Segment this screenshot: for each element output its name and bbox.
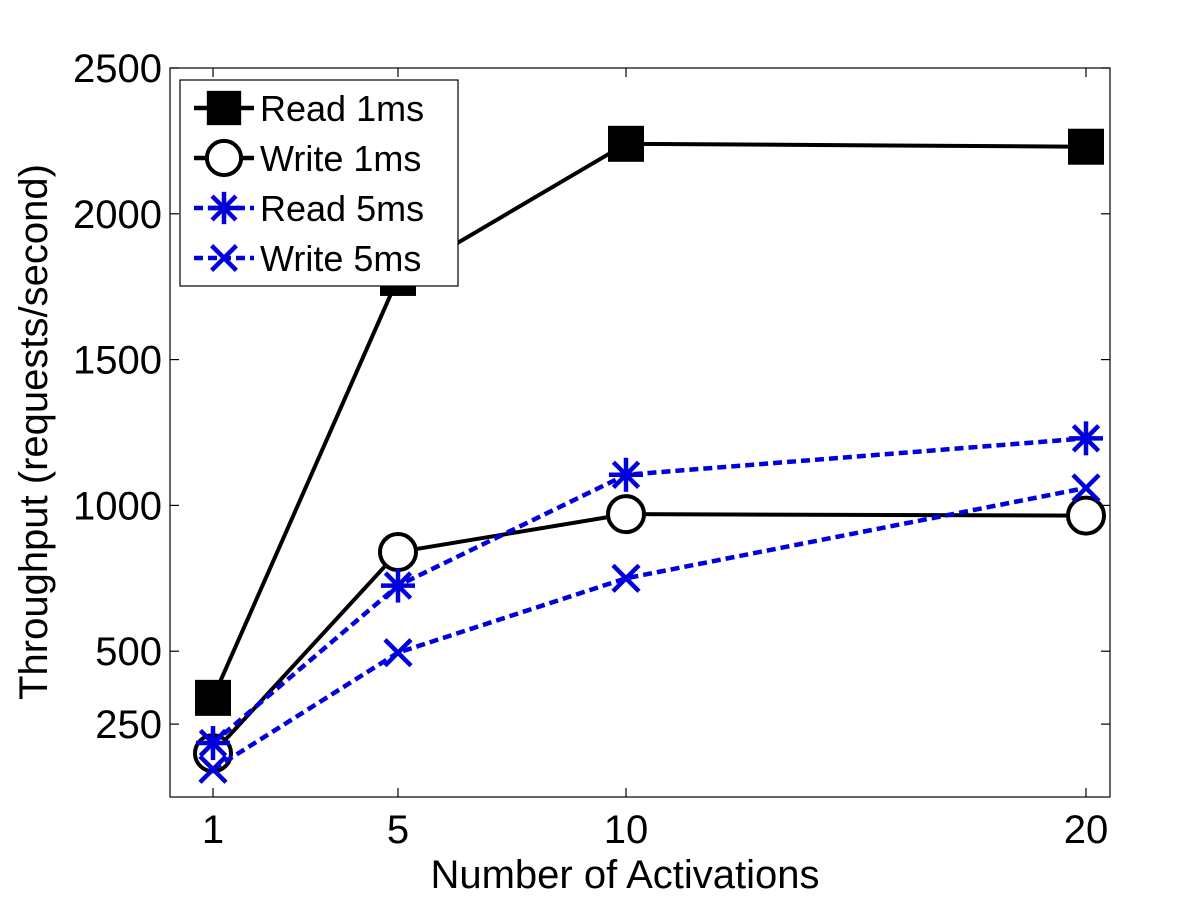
x-axis-ticks: 1 5 10 20: [202, 68, 1108, 852]
legend-entry: Write 5ms: [194, 238, 421, 279]
legend-entry: Read 1ms: [194, 88, 424, 129]
legend-label: Read 5ms: [260, 188, 424, 229]
y-tick-label: 1500: [73, 339, 162, 383]
data-point: [381, 568, 415, 603]
data-point: [1069, 421, 1103, 456]
x-tick-label: 1: [202, 808, 224, 852]
x-tick-label: 10: [604, 808, 649, 852]
y-tick-label: 250: [95, 703, 162, 747]
data-point: [196, 726, 230, 761]
x-tick-label: 20: [1064, 808, 1109, 852]
y-axis-label: Throughput (requests/second): [12, 164, 56, 700]
series-layer: [193, 125, 1106, 784]
data-point: [1066, 495, 1106, 536]
series-write-5ms: [198, 473, 1101, 784]
marker-x: [210, 244, 238, 272]
x-tick-label: 5: [387, 808, 409, 852]
y-tick-label: 2500: [73, 47, 162, 91]
marker-square: [206, 90, 242, 126]
y-tick-label: 2000: [73, 193, 162, 237]
legend-entry: Read 5ms: [194, 188, 424, 229]
x-axis-label: Number of Activations: [430, 853, 819, 897]
y-axis-ticks: 250 500 1000 1500 2000 2500: [73, 47, 1110, 747]
legend-label: Read 1ms: [260, 88, 424, 129]
data-point: [606, 494, 646, 535]
data-point: [383, 638, 413, 668]
y-tick-label: 500: [95, 630, 162, 674]
series-line: [211, 436, 1087, 745]
data-point: [611, 563, 641, 593]
y-tick-label: 1000: [73, 484, 162, 528]
plot-frame: [169, 67, 1111, 798]
data-point: [609, 457, 643, 492]
series-line: [211, 512, 1087, 755]
legend-label: Write 1ms: [260, 138, 421, 179]
axes: [169, 67, 1111, 798]
data-point: [608, 125, 644, 162]
marker-circle: [204, 138, 244, 178]
marker-asterisk: [207, 191, 241, 225]
data-point: [198, 754, 228, 784]
series-line: [211, 485, 1087, 772]
legend: Read 1ms Write 1ms Read 5ms Write 5ms: [179, 79, 459, 287]
series-read-5ms: [196, 421, 1103, 761]
series-line: [211, 141, 1087, 699]
data-point: [1071, 473, 1101, 503]
legend-entry: Write 1ms: [194, 138, 421, 179]
series-write-1ms: [193, 494, 1106, 774]
data-point: [378, 532, 418, 573]
legend-label: Write 5ms: [260, 238, 421, 279]
data-point: [195, 679, 231, 716]
data-point: [1068, 128, 1104, 165]
